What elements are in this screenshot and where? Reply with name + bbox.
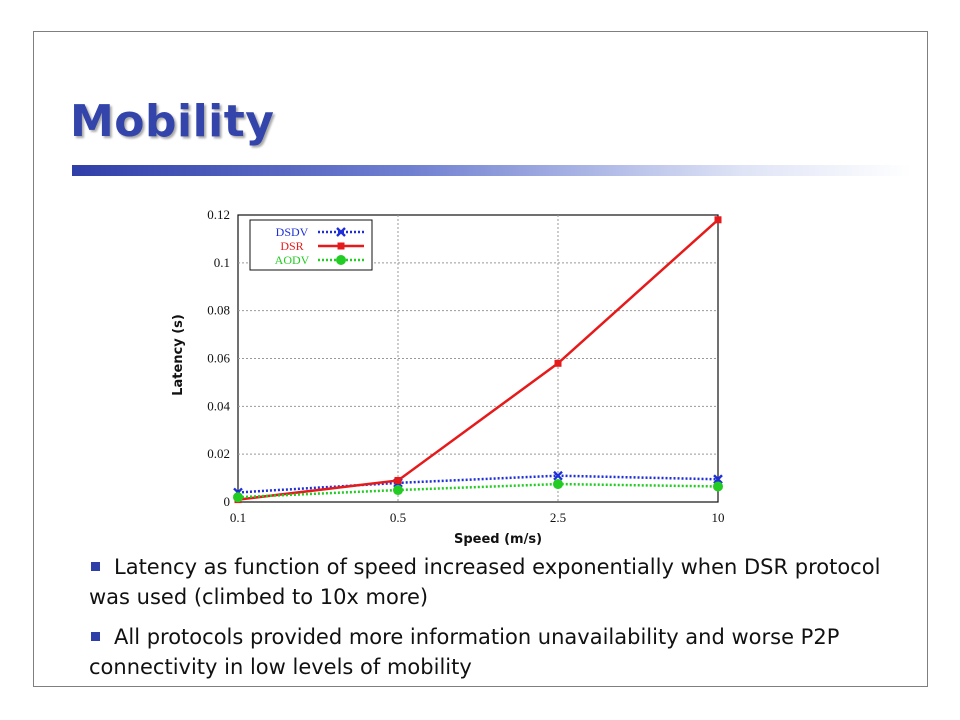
aodv-data-point xyxy=(393,485,403,496)
aodv-data-point xyxy=(553,479,563,490)
dsr-data-point xyxy=(554,359,562,367)
aodv-legend-label: AODV xyxy=(275,253,310,267)
marker-stroke xyxy=(336,227,346,237)
bullet-item: All protocols provided more information … xyxy=(89,622,909,682)
latency-chart: 0 0.02 0.04 0.06 0.08 0.1 0.12 0.1 0.5 2.5 10 DSDV… xyxy=(171,207,725,547)
x-tick-label: 10 xyxy=(712,510,725,525)
y-axis-label: Latency (s) xyxy=(171,314,186,396)
bullet-text: Latency as function of speed increased e… xyxy=(89,555,881,609)
dsdv-data-point xyxy=(713,474,723,485)
dsr-data-point xyxy=(394,476,402,484)
dsr-legend-label: DSR xyxy=(280,239,303,253)
x-tick-label: 2.5 xyxy=(550,510,566,525)
x-tick-label: 0.5 xyxy=(390,510,406,525)
dsr-data-point xyxy=(714,216,722,224)
aodv-series-line xyxy=(237,482,719,499)
y-tick-label: 0 xyxy=(224,494,231,509)
dsr-legend-marker xyxy=(337,242,345,250)
bullet-text: All protocols provided more information … xyxy=(89,625,840,679)
bullet-list: Latency as function of speed increased e… xyxy=(89,552,909,692)
dsdv-legend-label: DSDV xyxy=(276,225,309,239)
y-tick-label: 0.06 xyxy=(207,351,230,366)
dsr-series-line xyxy=(237,218,719,501)
dsdv-series-line xyxy=(237,474,719,494)
bullet-square-icon xyxy=(91,562,100,571)
y-tick-label: 0.12 xyxy=(207,207,230,222)
bullet-item: Latency as function of speed increased e… xyxy=(89,552,909,612)
y-tick-label: 0.04 xyxy=(207,398,230,413)
y-tick-label: 0.1 xyxy=(214,255,230,270)
x-tick-label: 0.1 xyxy=(230,510,246,525)
aodv-data-point xyxy=(713,481,723,492)
slide-frame xyxy=(33,31,928,687)
aodv-legend-marker xyxy=(336,255,346,265)
bullet-square-icon xyxy=(91,632,100,641)
aodv-data-point xyxy=(233,492,243,503)
y-tick-label: 0.08 xyxy=(207,303,230,318)
dsdv-legend-marker xyxy=(336,227,346,237)
slide-title: Mobility xyxy=(70,96,275,147)
x-axis-label: Speed (m/s) xyxy=(454,532,542,547)
dsdv-data-point xyxy=(553,470,563,481)
title-underline-bar xyxy=(72,165,912,176)
y-tick-label: 0.02 xyxy=(207,446,230,461)
marker-stroke xyxy=(713,474,723,485)
marker-stroke xyxy=(553,470,563,481)
